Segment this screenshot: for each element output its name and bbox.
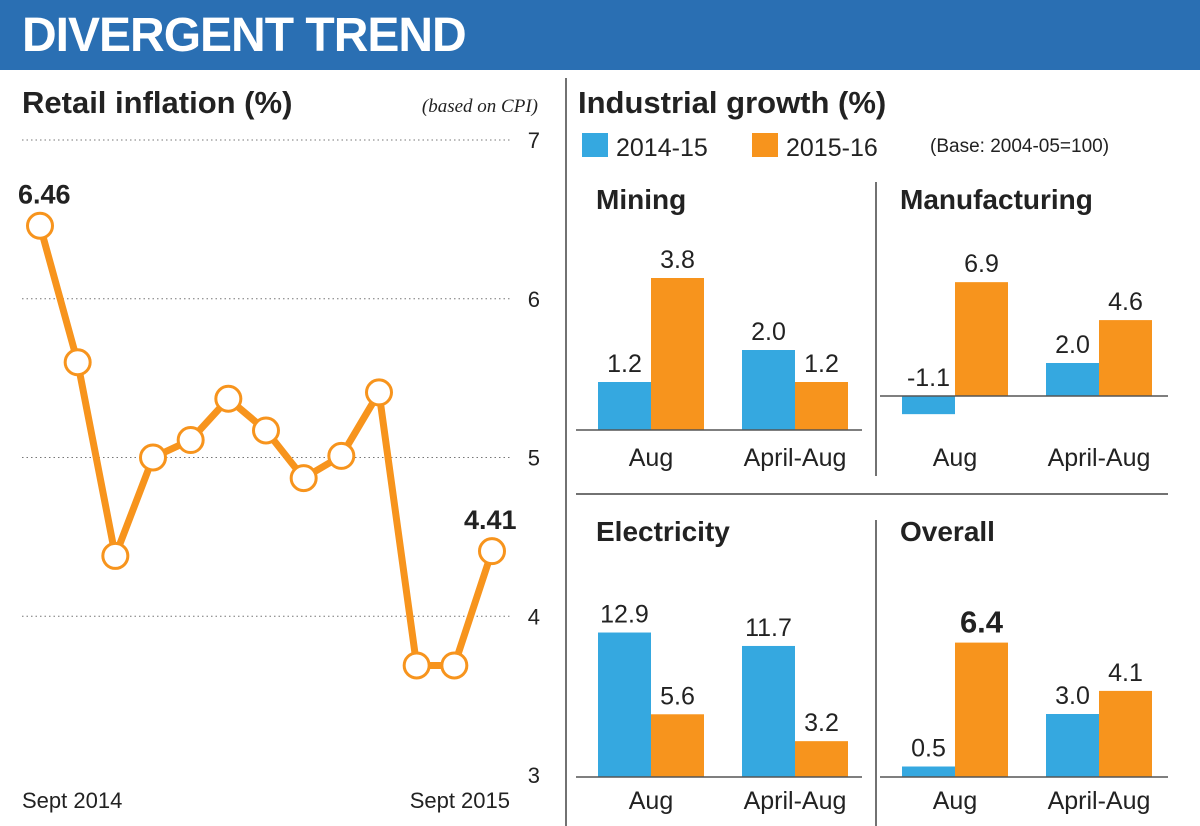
bar-value-label: 6.4	[960, 605, 1004, 640]
y-tick-label: 7	[528, 128, 540, 153]
category-label: April-Aug	[1048, 444, 1151, 472]
panel-electricity: Electricity 12.9 5.6 Aug 11.7 3.2 April-Aug	[576, 516, 862, 815]
bar-value-label: 4.6	[1108, 288, 1143, 316]
data-point	[329, 443, 354, 468]
data-point	[28, 213, 53, 238]
bar-value-label: 1.2	[804, 350, 839, 378]
bar	[742, 646, 795, 777]
bar	[1099, 320, 1152, 396]
bar	[651, 278, 704, 430]
bar-value-label: 3.2	[804, 709, 839, 737]
data-point	[442, 653, 467, 678]
bar	[902, 767, 955, 778]
bar-value-label: 3.0	[1055, 682, 1090, 710]
industrial-growth-panels: Mining1.23.8Aug2.01.2April-AugManufactur…	[576, 184, 1168, 815]
panel-manufacturing: Manufacturing -1.1 6.9 Aug 2.0 4.6 April-Aug	[880, 184, 1168, 472]
category-label: April-Aug	[1048, 787, 1151, 815]
point-value-label: 6.46	[18, 180, 71, 210]
inflation-line	[40, 226, 492, 666]
legend-label-2015: 2015-16	[786, 134, 878, 162]
infographic: DIVERGENT TREND Retail inflation (%) (ba…	[0, 0, 1200, 826]
bar	[598, 382, 651, 430]
category-label: Aug	[933, 444, 977, 472]
legend-label-2014: 2014-15	[616, 134, 708, 162]
bar	[1046, 363, 1099, 396]
industrial-title: Industrial growth (%)	[578, 85, 886, 120]
y-tick-label: 3	[528, 763, 540, 788]
category-label: Aug	[629, 787, 673, 815]
bar	[1099, 691, 1152, 777]
x-start-label: Sept 2014	[22, 788, 122, 813]
data-point	[404, 653, 429, 678]
x-end-label: Sept 2015	[410, 788, 510, 813]
bar	[598, 633, 651, 777]
inflation-subtitle: (based on CPI)	[422, 96, 538, 117]
bar-value-label: 2.0	[1055, 331, 1090, 359]
base-note: (Base: 2004-05=100)	[930, 136, 1109, 157]
bar-value-label: 4.1	[1108, 659, 1143, 687]
bar	[955, 643, 1008, 777]
legend-swatch-2014	[582, 133, 608, 157]
y-tick-label: 4	[528, 604, 540, 629]
category-label: April-Aug	[744, 787, 847, 815]
bar	[795, 741, 848, 777]
bar-value-label: 2.0	[751, 318, 786, 346]
data-point	[141, 445, 166, 470]
panel-title: Electricity	[596, 516, 730, 547]
data-point	[65, 350, 90, 375]
bar-value-label: 6.9	[964, 250, 999, 278]
bar	[955, 282, 1008, 396]
bar-value-label: 11.7	[745, 614, 792, 642]
bar	[902, 396, 955, 414]
category-label: Aug	[629, 444, 673, 472]
data-point	[291, 466, 316, 491]
data-point	[254, 418, 279, 443]
data-point	[216, 386, 241, 411]
bar-value-label: 3.8	[660, 246, 695, 274]
point-value-label: 4.41	[464, 505, 517, 535]
bar	[651, 714, 704, 777]
retail-inflation-chart: 3 4 5 6 7 6.46 4.41	[18, 128, 540, 788]
category-label: Aug	[933, 787, 977, 815]
legend-swatch-2015	[752, 133, 778, 157]
bar	[1046, 714, 1099, 777]
bar-value-label: 5.6	[660, 682, 695, 710]
bar-value-label: -1.1	[907, 364, 950, 392]
category-label: April-Aug	[744, 444, 847, 472]
data-point	[480, 539, 505, 564]
charts-canvas: Retail inflation (%) (based on CPI) Sept…	[0, 0, 1200, 826]
panel-overall: Overall 0.5 6.4 Aug 3.0 4.1 April-Aug	[880, 516, 1168, 815]
data-point	[367, 380, 392, 405]
panel-mining: Mining 1.2 3.8 Aug 2.0 1.2 April-Aug	[576, 184, 862, 472]
panel-title: Manufacturing	[900, 184, 1093, 215]
inflation-title: Retail inflation (%)	[22, 85, 292, 120]
y-tick-label: 6	[528, 287, 540, 312]
panel-title: Mining	[596, 184, 686, 215]
data-point	[178, 428, 203, 453]
bar	[795, 382, 848, 430]
data-point	[103, 543, 128, 568]
bar	[742, 350, 795, 430]
y-tick-label: 5	[528, 446, 540, 471]
panel-title: Overall	[900, 516, 995, 547]
bar-value-label: 12.9	[600, 601, 649, 629]
bar-value-label: 1.2	[607, 350, 642, 378]
bar-value-label: 0.5	[911, 735, 946, 763]
